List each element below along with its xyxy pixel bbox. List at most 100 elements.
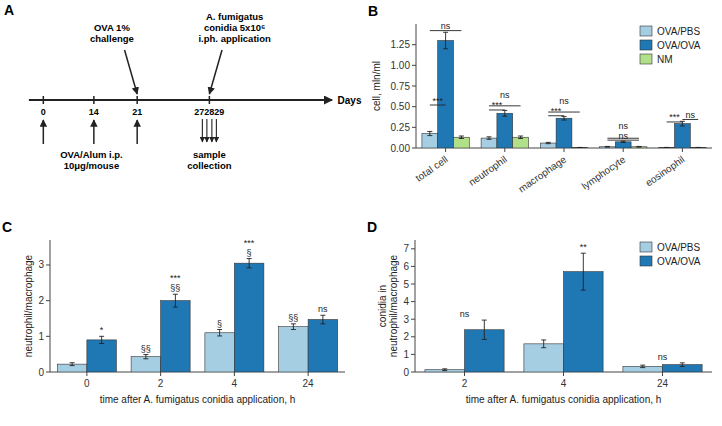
error-bar-stem — [504, 110, 505, 116]
error-bar-stem — [322, 315, 323, 324]
error-bar-cap — [636, 146, 641, 147]
error-bar — [640, 365, 645, 367]
text-line: sample — [193, 149, 226, 160]
bar — [690, 147, 706, 148]
error-bar — [442, 369, 447, 371]
x-tick-label: 4 — [561, 378, 567, 389]
error-bar — [696, 147, 701, 148]
significance-label: §§ — [170, 283, 180, 293]
annotation: samplecollection — [187, 149, 232, 171]
bar — [161, 301, 191, 372]
error-bar — [247, 259, 252, 268]
y-tick — [412, 127, 416, 128]
significance-label: ns — [658, 352, 668, 362]
x-tick — [504, 148, 505, 152]
annotation-arrow — [206, 119, 207, 142]
bar — [540, 143, 556, 148]
y-tick-label: 3 — [403, 314, 409, 325]
x-tick — [662, 372, 663, 376]
legend: OVA/PBSOVA/OVA — [640, 242, 701, 267]
bar — [556, 118, 572, 148]
y-tick — [411, 336, 415, 337]
legend-label: OVA/OVA — [657, 256, 701, 267]
error-bar-cap — [546, 143, 551, 144]
error-bar-cap — [605, 147, 610, 148]
error-bar-cap — [664, 147, 669, 148]
significance-label: § — [247, 248, 252, 258]
significance-label: *** — [551, 106, 562, 116]
y-tick — [411, 372, 415, 373]
bar — [481, 138, 497, 148]
error-bar-cap — [442, 368, 447, 369]
y-tick — [411, 266, 415, 267]
significance-line — [548, 112, 580, 113]
error-bar-stem — [101, 336, 102, 343]
x-axis-label: time after A. fumigatus conidia applicat… — [100, 394, 296, 405]
bar — [422, 134, 438, 148]
chart-canvas: ADays01421272829OVA 1%challengeA. fumiga… — [0, 0, 722, 426]
significance-label: ns — [559, 96, 569, 106]
timeline-tick-label: 14 — [89, 107, 99, 117]
text-line: OVA 1% — [94, 22, 130, 33]
bar — [131, 357, 161, 372]
annotation-arrow — [202, 119, 203, 142]
annotation-arrow — [211, 119, 212, 142]
y-tick-label: 0.75 — [391, 81, 411, 92]
bar — [279, 327, 309, 372]
error-bar — [680, 363, 685, 367]
error-bar — [173, 294, 178, 307]
text-line: challenge — [90, 33, 134, 44]
y-axis-label: cell, mln/ml — [371, 61, 382, 111]
annotation: A. fumigatusconidia 5x10⁶i.ph. applicati… — [198, 11, 271, 44]
error-bar-cap — [143, 358, 148, 359]
error-bar — [577, 147, 582, 148]
error-bar-cap — [217, 335, 222, 336]
error-bar-cap — [577, 147, 582, 148]
timeline-axis — [29, 99, 332, 101]
error-bar-cap — [562, 120, 567, 121]
error-bar-cap — [680, 125, 685, 126]
error-bar-cap — [696, 147, 701, 148]
error-bar-stem — [219, 330, 220, 336]
panel-label: D — [367, 219, 377, 235]
error-bar-cap — [247, 267, 252, 268]
y-tick-label: 3 — [38, 259, 44, 270]
y-tick-label: 1 — [38, 331, 44, 342]
significance-label: § — [217, 319, 222, 329]
x-tick-label: macrophage — [516, 153, 568, 194]
error-bar-stem — [175, 294, 176, 307]
bar — [425, 370, 465, 372]
error-bar-cap — [320, 315, 325, 316]
timeline-panel: ADays01421272829OVA 1%challengeA. fumiga… — [4, 2, 362, 171]
x-tick-label: 0 — [84, 378, 90, 389]
error-bar-cap — [442, 370, 447, 371]
bar — [600, 147, 616, 148]
significance-label: ns — [618, 121, 628, 131]
error-bar-cap — [482, 339, 487, 340]
error-bar-cap — [636, 147, 641, 148]
x-tick-label: 2 — [158, 378, 164, 389]
annotation-arrow — [93, 120, 95, 144]
error-bar-cap — [427, 135, 432, 136]
panel-label: A — [4, 2, 14, 18]
bar — [57, 364, 87, 372]
y-tick — [412, 86, 416, 87]
bar — [308, 320, 338, 372]
error-bar — [487, 137, 492, 139]
bar — [438, 41, 454, 148]
error-bar-cap — [459, 138, 464, 139]
legend-swatch — [640, 256, 652, 266]
timeline-tick — [209, 96, 211, 104]
annotation-arrow — [216, 119, 217, 142]
error-bar-stem — [249, 259, 250, 268]
error-bar-cap — [99, 343, 104, 344]
y-tick-label: 2 — [38, 295, 44, 306]
significance-label: ns — [318, 304, 328, 314]
y-tick-label: 1 — [403, 349, 409, 360]
y-tick — [411, 301, 415, 302]
bar — [615, 142, 631, 148]
error-bar — [562, 116, 567, 120]
significance-label: * — [100, 325, 104, 335]
bar — [659, 147, 675, 148]
bar-panel: B0.000.250.500.751.001.25cell, mln/mltot… — [368, 3, 712, 195]
